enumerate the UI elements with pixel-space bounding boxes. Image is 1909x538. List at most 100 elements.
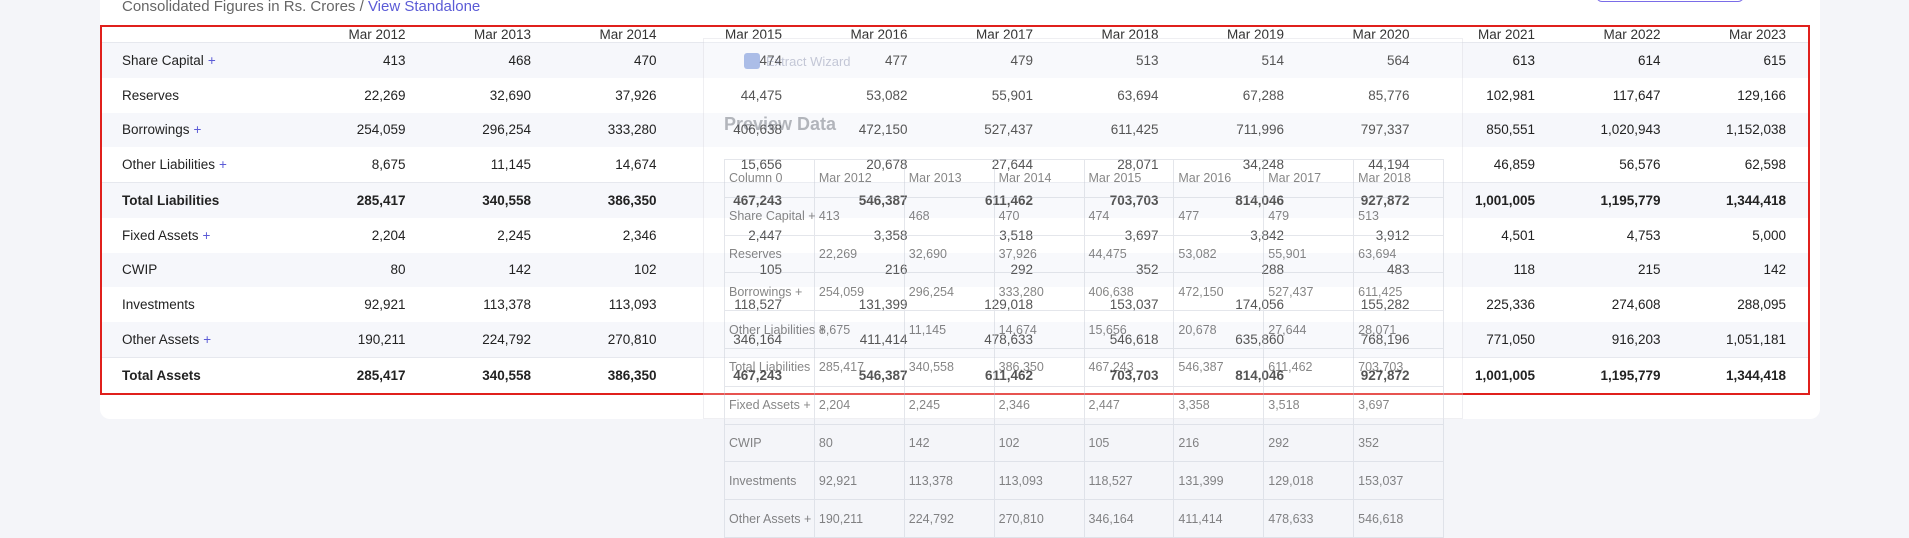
- expand-plus-icon[interactable]: +: [193, 122, 202, 138]
- table-cell: 3,912: [1375, 228, 1410, 243]
- table-cell: 142: [427, 252, 553, 288]
- table-cell: 288: [1180, 252, 1306, 288]
- table-cell: 797,337: [1306, 112, 1432, 148]
- preview-cell: 153,037: [1353, 461, 1444, 501]
- row-label[interactable]: Borrowings +: [102, 112, 302, 148]
- table-cell: 1,344,418: [1682, 182, 1808, 219]
- table-cell: 474: [678, 42, 804, 79]
- table-cell: 80: [302, 252, 428, 288]
- table-cell: 254,059: [302, 112, 428, 148]
- row-label[interactable]: Other Liabilities +: [102, 147, 302, 183]
- table-cell: 15,656: [740, 157, 782, 173]
- table-cell: 4,501: [1501, 228, 1535, 243]
- column-header: Mar 2013: [427, 27, 553, 43]
- preview-cell: 352: [1353, 423, 1444, 463]
- table-cell: 613: [1431, 42, 1557, 79]
- table-cell: 270,810: [553, 321, 679, 358]
- row-label[interactable]: Share Capital +: [102, 42, 302, 79]
- table-cell: 27,644: [991, 157, 1033, 173]
- preview-cell: Other Assets +: [724, 499, 815, 538]
- table-cell: 274,608: [1611, 296, 1661, 312]
- table-row: Reserves 22,269 32,690 37,926 44,475 53,082 55…: [102, 78, 1808, 112]
- table-cell: 32,690: [489, 87, 531, 103]
- table-cell: 20,678: [866, 157, 908, 173]
- table-cell: 467,243: [678, 356, 804, 393]
- table-row: Share Capital +413 468 470 474 477 479 513 514 56…: [102, 42, 1808, 79]
- table-cell: 105: [678, 252, 804, 288]
- table-cell: 771,050: [1431, 321, 1557, 358]
- table-cell: 814,046: [1180, 356, 1306, 393]
- table-cell: 483: [1306, 252, 1432, 288]
- table-cell: 44,194: [1368, 157, 1410, 173]
- view-standalone-link[interactable]: View Standalone: [367, 0, 481, 15]
- table-cell: 14,674: [615, 157, 657, 173]
- table-cell: 153,037: [1109, 296, 1159, 312]
- table-cell: 113,093: [608, 296, 657, 312]
- balance-sheet-table: Mar 2012 Mar 2013 Mar 2014 Mar 2015 Mar 2016…: [102, 27, 1808, 393]
- column-header: Mar 2017: [929, 27, 1055, 43]
- table-cell: 118: [1431, 252, 1557, 288]
- expand-plus-icon[interactable]: +: [207, 53, 216, 69]
- table-cell: 4,753: [1626, 228, 1661, 243]
- row-label[interactable]: Other Assets +: [102, 321, 302, 358]
- label-column-header: [102, 27, 302, 43]
- table-cell: 2,447: [748, 228, 782, 243]
- table-cell: 174,056: [1235, 296, 1284, 312]
- preview-cell: 102: [993, 423, 1085, 463]
- table-cell: 118,527: [734, 296, 782, 312]
- preview-cell: 113,093: [993, 461, 1085, 501]
- table-cell: 340,558: [427, 356, 553, 393]
- row-label: Reserves: [102, 78, 302, 112]
- table-cell: 546,387: [804, 182, 930, 219]
- export-button[interactable]: [1596, 0, 1744, 2]
- column-header: Mar 2014: [553, 27, 679, 43]
- table-cell: 386,350: [553, 356, 679, 393]
- table-cell: 703,703: [1055, 356, 1181, 393]
- expand-plus-icon[interactable]: +: [203, 331, 212, 347]
- column-header: Mar 2020: [1306, 27, 1432, 43]
- subtitle-text: Consolidated Figures in Rs. Crores /: [122, 0, 368, 15]
- table-cell: 470: [553, 42, 679, 79]
- table-cell: 1,051,181: [1682, 321, 1808, 358]
- table-row: Total Assets 285,417 340,558 386,350 467,243…: [102, 356, 1808, 393]
- preview-cell: 270,810: [993, 499, 1085, 538]
- table-cell: 117,647: [1612, 87, 1661, 103]
- table-cell: 472,150: [804, 112, 930, 148]
- column-header: Mar 2015: [678, 27, 804, 43]
- expand-plus-icon[interactable]: +: [202, 228, 211, 243]
- table-cell: 8,675: [371, 157, 406, 173]
- table-cell: 62,598: [1744, 157, 1786, 173]
- preview-cell: 190,211: [813, 499, 905, 538]
- column-header: Mar 2022: [1557, 27, 1683, 43]
- table-cell: 3,697: [1124, 228, 1159, 243]
- table-cell: 3,842: [1250, 228, 1284, 243]
- row-label[interactable]: Fixed Assets +: [102, 218, 302, 252]
- table-cell: 215: [1557, 252, 1683, 288]
- table-cell: 2,346: [622, 228, 657, 243]
- table-cell: 2,245: [497, 228, 531, 243]
- table-cell: 611,462: [929, 356, 1055, 393]
- table-row: CWIP 80 142 102 105 216 292 352 288 483 118 215 142: [102, 252, 1808, 288]
- preview-cell: 105: [1083, 423, 1175, 463]
- table-cell: 131,399: [858, 296, 908, 312]
- table-cell: 527,437: [929, 112, 1055, 148]
- table-cell: 413: [302, 42, 428, 79]
- table-cell: 28,071: [1117, 157, 1159, 173]
- table-header-row: Mar 2012 Mar 2013 Mar 2014 Mar 2015 Mar 2016…: [102, 27, 1808, 43]
- column-header: Mar 2012: [302, 27, 428, 43]
- preview-cell: 411,414: [1173, 499, 1265, 538]
- expand-plus-icon[interactable]: +: [219, 157, 227, 173]
- row-label-text: Total Assets: [122, 367, 201, 383]
- table-cell: 190,211: [302, 321, 428, 358]
- table-cell: 53,082: [866, 87, 908, 103]
- table-cell: 85,776: [1368, 87, 1410, 103]
- table-cell: 468: [427, 42, 553, 79]
- table-row: Total Liabilities 285,417 340,558 386,350 46…: [102, 182, 1808, 219]
- row-label: CWIP: [102, 252, 302, 288]
- table-cell: 113,378: [483, 296, 531, 312]
- column-header: Mar 2016: [804, 27, 930, 43]
- table-cell: 479: [929, 42, 1055, 79]
- row-label-text: Reserves: [122, 87, 180, 103]
- table-cell: 1,001,005: [1431, 182, 1557, 219]
- table-cell: 102: [553, 252, 679, 288]
